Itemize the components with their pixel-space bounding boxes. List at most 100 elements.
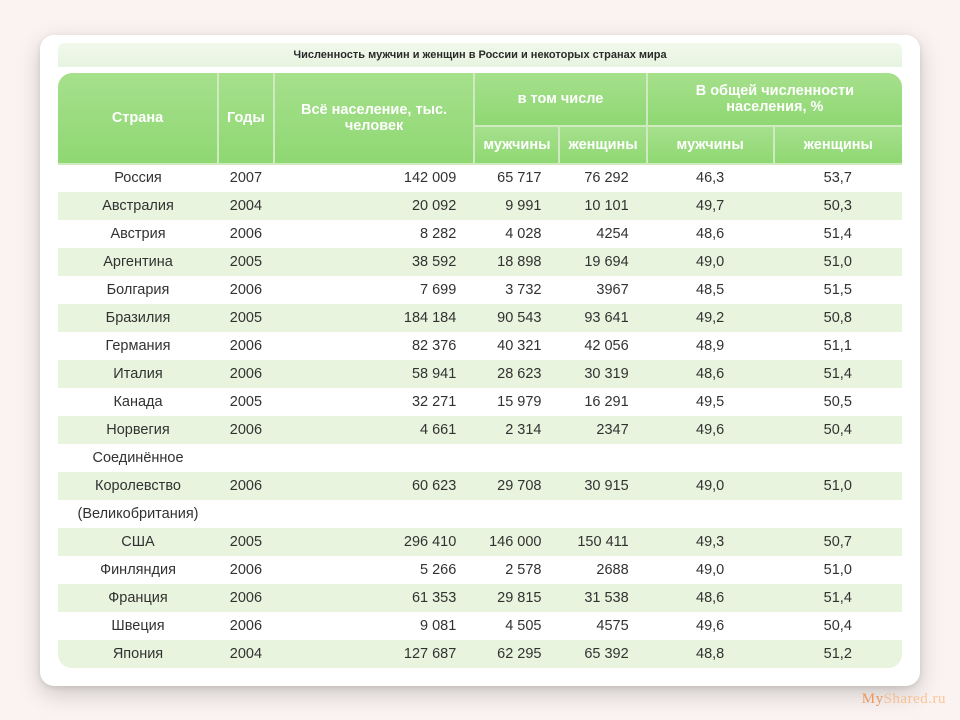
cell-empty bbox=[274, 444, 475, 472]
cell-total: 296 410 bbox=[274, 528, 475, 556]
cell-men-pct: 49,6 bbox=[647, 612, 774, 640]
cell-women-pct: 51,0 bbox=[774, 248, 902, 276]
col-total: Всё население, тыс. человек bbox=[274, 73, 475, 164]
cell-year: 2006 bbox=[218, 332, 274, 360]
population-table: Страна Годы Всё население, тыс. человек … bbox=[58, 73, 902, 668]
cell-women: 2688 bbox=[559, 556, 646, 584]
cell-country: Франция bbox=[58, 584, 218, 612]
cell-empty bbox=[647, 444, 774, 472]
cell-men-pct: 48,6 bbox=[647, 584, 774, 612]
cell-men-pct: 48,6 bbox=[647, 360, 774, 388]
cell-year: 2004 bbox=[218, 192, 274, 220]
cell-year: 2005 bbox=[218, 528, 274, 556]
cell-men: 18 898 bbox=[474, 248, 559, 276]
cell-total: 127 687 bbox=[274, 640, 475, 668]
cell-total: 184 184 bbox=[274, 304, 475, 332]
table-row: Германия200682 37640 32142 05648,951,1 bbox=[58, 332, 902, 360]
cell-country: США bbox=[58, 528, 218, 556]
cell-men-pct: 48,5 bbox=[647, 276, 774, 304]
cell-total: 58 941 bbox=[274, 360, 475, 388]
cell-empty bbox=[218, 444, 274, 472]
cell-year: 2007 bbox=[218, 164, 274, 192]
table-row: Аргентина200538 59218 89819 69449,051,0 bbox=[58, 248, 902, 276]
cell-women-pct: 51,0 bbox=[774, 556, 902, 584]
cell-total: 60 623 bbox=[274, 472, 475, 500]
cell-women: 2347 bbox=[559, 416, 646, 444]
page-title: Численность мужчин и женщин в России и н… bbox=[58, 43, 902, 73]
cell-country: Финляндия bbox=[58, 556, 218, 584]
cell-men-pct: 48,8 bbox=[647, 640, 774, 668]
table-row: Соединённое bbox=[58, 444, 902, 472]
col-men-count: мужчины bbox=[474, 126, 559, 164]
cell-empty bbox=[774, 500, 902, 528]
col-women-count: женщины bbox=[559, 126, 646, 164]
col-country: Страна bbox=[58, 73, 218, 164]
col-group-pct: В общей численности населения, % bbox=[647, 73, 902, 126]
cell-total: 4 661 bbox=[274, 416, 475, 444]
cell-year: 2006 bbox=[218, 276, 274, 304]
cell-women-pct: 51,4 bbox=[774, 360, 902, 388]
cell-men: 3 732 bbox=[474, 276, 559, 304]
table-body: Россия2007142 00965 71776 29246,353,7 Авс… bbox=[58, 164, 902, 668]
cell-total: 20 092 bbox=[274, 192, 475, 220]
card: Численность мужчин и женщин в России и н… bbox=[40, 35, 920, 686]
table-row: Финляндия20065 2662 578268849,051,0 bbox=[58, 556, 902, 584]
cell-year: 2004 bbox=[218, 640, 274, 668]
cell-men: 90 543 bbox=[474, 304, 559, 332]
cell-men-pct: 49,0 bbox=[647, 472, 774, 500]
table-row: Австрия20068 2824 028425448,651,4 bbox=[58, 220, 902, 248]
table-header: Страна Годы Всё население, тыс. человек … bbox=[58, 73, 902, 164]
cell-country: Италия bbox=[58, 360, 218, 388]
cell-total: 142 009 bbox=[274, 164, 475, 192]
cell-women: 31 538 bbox=[559, 584, 646, 612]
cell-country: Соединённое bbox=[58, 444, 218, 472]
cell-men: 9 991 bbox=[474, 192, 559, 220]
cell-men-pct: 49,0 bbox=[647, 248, 774, 276]
cell-men-pct: 49,5 bbox=[647, 388, 774, 416]
cell-women: 3967 bbox=[559, 276, 646, 304]
cell-women-pct: 51,2 bbox=[774, 640, 902, 668]
cell-women-pct: 51,5 bbox=[774, 276, 902, 304]
watermark: MyShared.ru bbox=[862, 691, 946, 708]
cell-year: 2006 bbox=[218, 220, 274, 248]
cell-women-pct: 51,4 bbox=[774, 220, 902, 248]
cell-year: 2006 bbox=[218, 556, 274, 584]
table-row: Болгария20067 6993 732396748,551,5 bbox=[58, 276, 902, 304]
table-row: Россия2007142 00965 71776 29246,353,7 bbox=[58, 164, 902, 192]
cell-women-pct: 50,8 bbox=[774, 304, 902, 332]
cell-country: Австрия bbox=[58, 220, 218, 248]
table-row: Королевство200660 62329 70830 91549,051,… bbox=[58, 472, 902, 500]
cell-empty bbox=[474, 500, 559, 528]
cell-women: 42 056 bbox=[559, 332, 646, 360]
cell-men-pct: 49,3 bbox=[647, 528, 774, 556]
cell-women: 30 319 bbox=[559, 360, 646, 388]
table-row: Швеция20069 0814 505457549,650,4 bbox=[58, 612, 902, 640]
table-row: Канада200532 27115 97916 29149,550,5 bbox=[58, 388, 902, 416]
cell-country: Япония bbox=[58, 640, 218, 668]
cell-year: 2005 bbox=[218, 388, 274, 416]
cell-empty bbox=[474, 444, 559, 472]
cell-men: 29 708 bbox=[474, 472, 559, 500]
cell-men: 65 717 bbox=[474, 164, 559, 192]
cell-men-pct: 49,2 bbox=[647, 304, 774, 332]
cell-total: 61 353 bbox=[274, 584, 475, 612]
table-row: США2005296 410146 000150 41149,350,7 bbox=[58, 528, 902, 556]
cell-empty bbox=[559, 444, 646, 472]
cell-empty bbox=[559, 500, 646, 528]
cell-country: Норвегия bbox=[58, 416, 218, 444]
cell-country: Болгария bbox=[58, 276, 218, 304]
cell-women: 30 915 bbox=[559, 472, 646, 500]
cell-men-pct: 48,9 bbox=[647, 332, 774, 360]
cell-year: 2006 bbox=[218, 584, 274, 612]
table-row: Италия200658 94128 62330 31948,651,4 bbox=[58, 360, 902, 388]
cell-year: 2006 bbox=[218, 416, 274, 444]
cell-women: 4575 bbox=[559, 612, 646, 640]
cell-total: 38 592 bbox=[274, 248, 475, 276]
table-wrap: Страна Годы Всё население, тыс. человек … bbox=[58, 73, 902, 668]
cell-women-pct: 50,4 bbox=[774, 612, 902, 640]
cell-women-pct: 50,7 bbox=[774, 528, 902, 556]
table-row: Норвегия20064 6612 314234749,650,4 bbox=[58, 416, 902, 444]
cell-men-pct: 49,7 bbox=[647, 192, 774, 220]
cell-men: 62 295 bbox=[474, 640, 559, 668]
cell-women: 76 292 bbox=[559, 164, 646, 192]
